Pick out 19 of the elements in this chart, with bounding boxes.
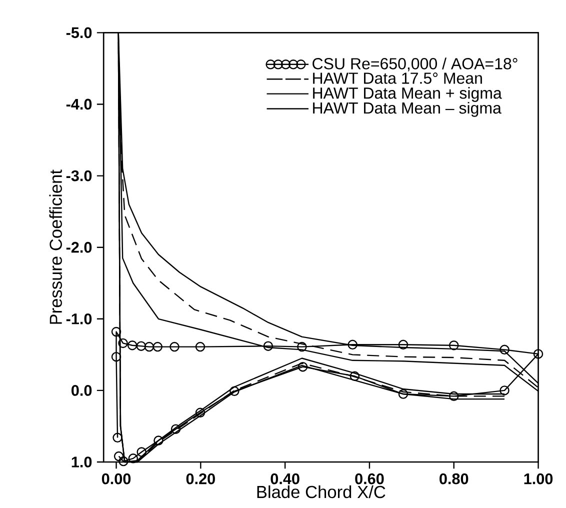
- y-tick-label: 1.0: [72, 456, 92, 468]
- x-axis-title: Blade Chord X/C: [257, 485, 386, 498]
- legend-label: HAWT Data Mean + sigma: [313, 87, 502, 102]
- x-tick-label: 1.00: [524, 473, 553, 484]
- x-tick-label: 0.00: [102, 473, 131, 484]
- x-tick-label: 0.80: [440, 473, 468, 484]
- x-tick-label: 0.20: [186, 473, 215, 484]
- x-tick-label: 0.40: [270, 473, 300, 484]
- y-axis-title: Pressure Coefficient: [49, 170, 62, 324]
- y-tick-label: -4.0: [66, 98, 92, 110]
- y-tick-label: 0.0: [72, 385, 92, 396]
- y-tick-label: -2.0: [66, 242, 92, 253]
- y-tick-label: -5.0: [66, 27, 92, 38]
- y-tick-label: -3.0: [66, 170, 92, 182]
- legend-label: HAWT Data Mean – sigma: [313, 102, 502, 117]
- x-tick-label: 0.60: [355, 473, 384, 484]
- y-tick-label: -1.0: [66, 313, 92, 324]
- legend-label: HAWT Data 17.5° Mean: [313, 72, 482, 84]
- legend-label: CSU Re=650,000 / AOA=18°: [312, 58, 518, 72]
